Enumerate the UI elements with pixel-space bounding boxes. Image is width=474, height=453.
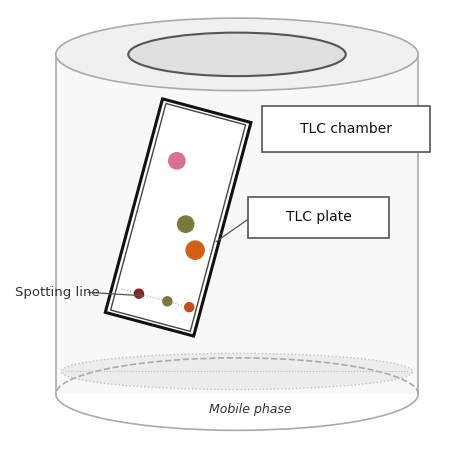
Text: Spotting line: Spotting line [15, 286, 100, 299]
Text: TLC plate: TLC plate [286, 211, 351, 224]
Circle shape [178, 216, 194, 232]
Circle shape [185, 303, 194, 312]
Polygon shape [105, 99, 251, 336]
Text: TLC chamber: TLC chamber [300, 122, 392, 136]
Ellipse shape [128, 33, 346, 76]
Circle shape [135, 289, 144, 298]
Circle shape [186, 241, 204, 259]
Circle shape [163, 297, 172, 306]
Text: Mobile phase: Mobile phase [210, 404, 292, 416]
FancyBboxPatch shape [262, 106, 429, 152]
Circle shape [169, 153, 185, 169]
Ellipse shape [61, 353, 413, 390]
Ellipse shape [56, 18, 418, 91]
Polygon shape [110, 103, 246, 332]
FancyBboxPatch shape [248, 197, 389, 238]
Polygon shape [56, 54, 418, 394]
